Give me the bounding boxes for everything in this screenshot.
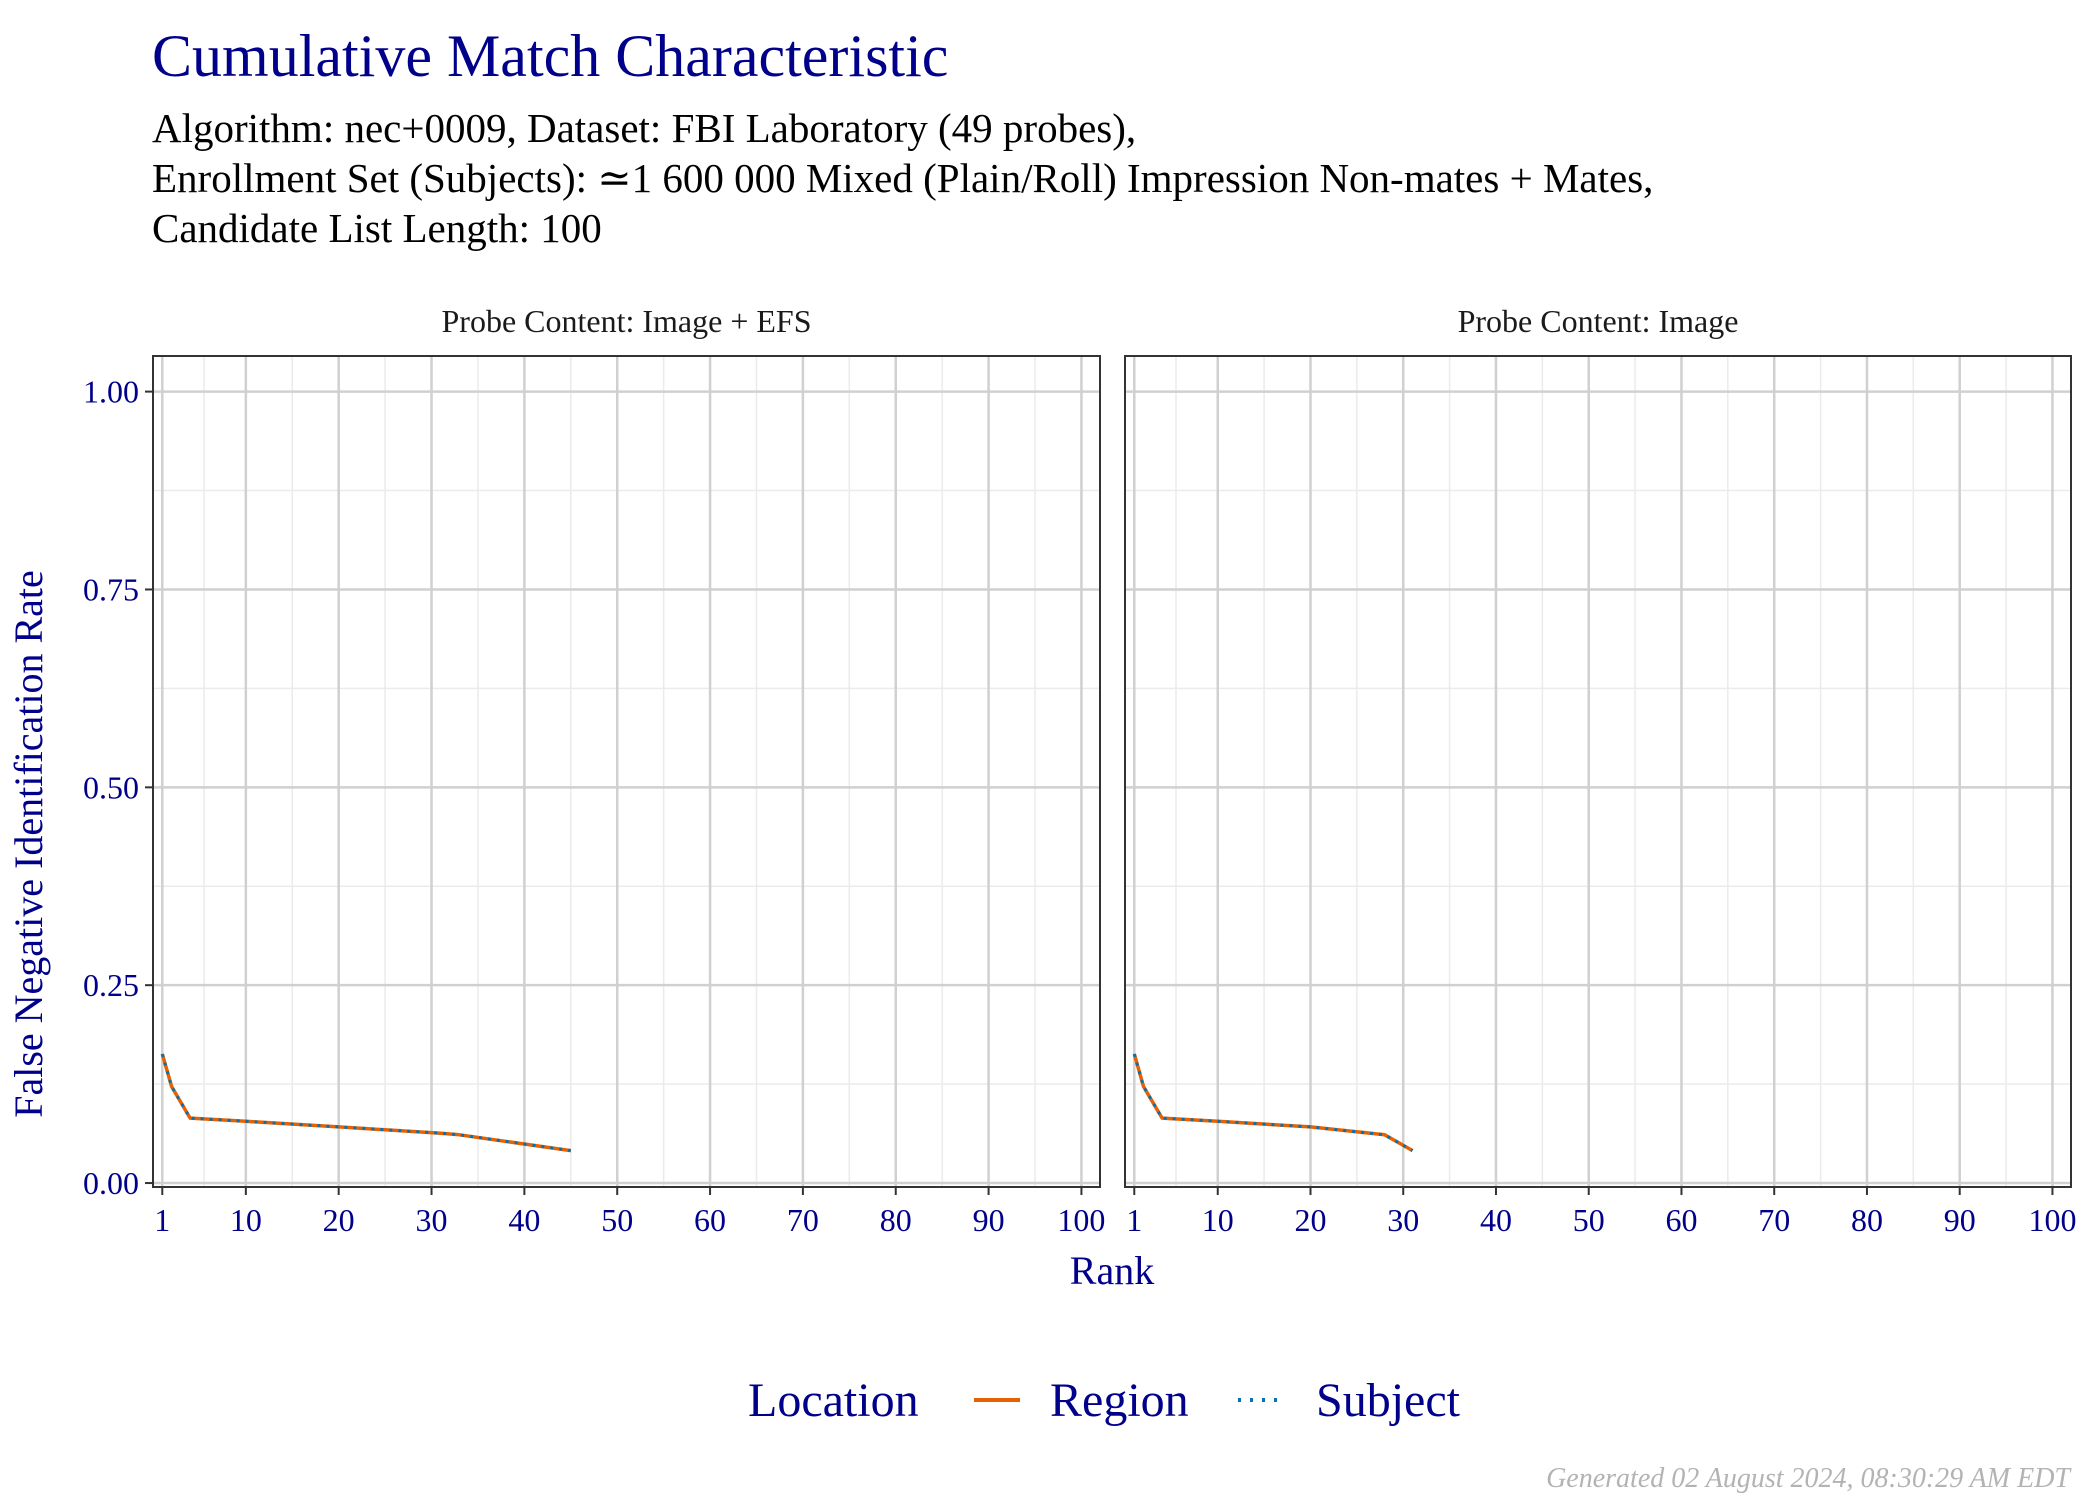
x-tick-label: 90 [973, 1202, 1005, 1238]
x-tick-label: 60 [694, 1202, 726, 1238]
x-tick-label: 100 [1057, 1202, 1105, 1238]
panel-1: Probe Content: Image + EFS 1 10 20 30 40 50 60 7… [83, 303, 1105, 1238]
chart-subtitle-line-1: Algorithm: nec+0009, Dataset: FBI Labora… [152, 105, 1136, 151]
legend-title: Location [748, 1374, 919, 1427]
x-tick-label: 1 [154, 1202, 170, 1238]
x-tick-label: 20 [323, 1202, 355, 1238]
x-tick-label: 100 [2028, 1202, 2076, 1238]
x-tick-label: 50 [601, 1202, 633, 1238]
series-line-subject [160, 1053, 572, 1153]
chart-subtitle-line-3: Candidate List Length: 100 [152, 205, 602, 251]
legend-label-region: Region [1050, 1374, 1189, 1427]
generated-caption: Generated 02 August 2024, 08:30:29 AM ED… [1546, 1463, 2072, 1494]
legend: Location Region Subject [748, 1374, 1461, 1427]
x-tick-label: 70 [1758, 1202, 1790, 1238]
x-tick-label: 30 [1387, 1202, 1419, 1238]
chart-title: Cumulative Match Characteristic [152, 23, 948, 89]
x-tick-label: 60 [1665, 1202, 1697, 1238]
x-tick-label: 50 [1573, 1202, 1605, 1238]
x-tick-label: 80 [1851, 1202, 1883, 1238]
panel-border [152, 355, 1101, 1188]
y-tick-label: 0.25 [83, 967, 139, 1003]
x-tick-label: 40 [508, 1202, 540, 1238]
y-tick-label: 0.50 [83, 769, 139, 805]
x-tick-label: 70 [787, 1202, 819, 1238]
x-tick-label: 1 [1126, 1202, 1142, 1238]
panel-border [1124, 355, 2072, 1188]
panel-1-strip-label: Probe Content: Image + EFS [441, 303, 811, 339]
series-line-region [160, 1053, 572, 1153]
x-tick-label: 10 [1202, 1202, 1234, 1238]
facet-panels: Probe Content: Image + EFS 1 10 20 30 40 50 60 7… [83, 303, 2076, 1238]
x-tick-label: 40 [1480, 1202, 1512, 1238]
y-axis-title: False Negative Identification Rate [6, 570, 51, 1118]
y-tick-label: 0.00 [83, 1165, 139, 1201]
x-axis-title: Rank [1070, 1248, 1154, 1293]
x-tick-label: 90 [1944, 1202, 1976, 1238]
y-tick-label: 0.75 [83, 571, 139, 607]
x-tick-label: 80 [880, 1202, 912, 1238]
x-tick-label: 30 [416, 1202, 448, 1238]
legend-label-subject: Subject [1316, 1374, 1461, 1427]
x-tick-label: 10 [230, 1202, 262, 1238]
y-tick-label: 1.00 [83, 374, 139, 410]
chart-subtitle-line-2: Enrollment Set (Subjects): ≃1 600 000 Mi… [152, 155, 1653, 201]
panel-2-strip-label: Probe Content: Image [1458, 303, 1739, 339]
x-tick-label: 20 [1294, 1202, 1326, 1238]
series-line-subject [1132, 1053, 1414, 1152]
panel-2: Probe Content: Image 1 10 20 30 40 50 60 70 80 90 1… [1124, 303, 2076, 1238]
